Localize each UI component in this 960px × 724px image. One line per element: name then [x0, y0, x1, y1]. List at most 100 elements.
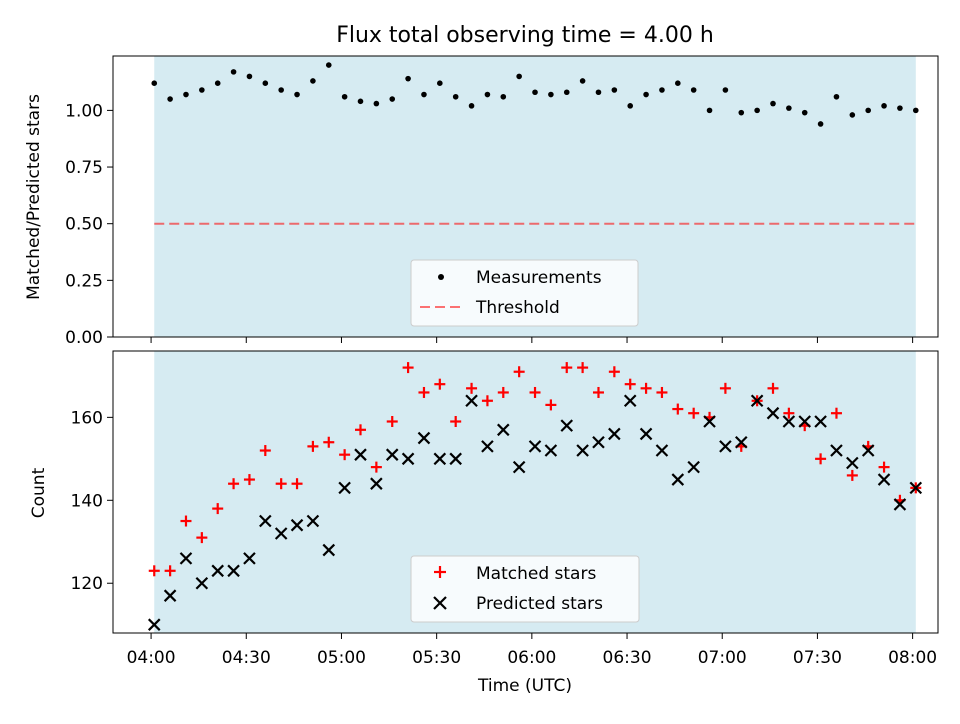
- matched-star-point: [656, 386, 668, 398]
- measurement-point: [817, 121, 824, 127]
- measurement-point: [262, 80, 269, 86]
- count-y-ticks: 120 140 160: [71, 408, 113, 594]
- x-tick-label: 06:30: [603, 648, 652, 668]
- predicted-star-point: [671, 473, 685, 486]
- matched-star-point: [783, 407, 795, 419]
- predicted-star-point: [481, 440, 494, 453]
- matched-star-point: [577, 362, 589, 374]
- measurement-point: [484, 91, 491, 98]
- measurement-point: [722, 87, 729, 93]
- ratio-y-tick-label: 0.75: [65, 158, 103, 178]
- legend-threshold-label: Threshold: [475, 298, 560, 318]
- ratio-x-ticks: [150, 337, 914, 343]
- predicted-star-point: [592, 435, 605, 449]
- matched-star-point: [339, 449, 351, 461]
- matched-star-point: [355, 424, 366, 436]
- legend-matched-marker: [434, 566, 446, 578]
- ratio-axes-frame: [112, 55, 939, 338]
- measurement-point: [325, 62, 332, 68]
- measurement-point: [706, 107, 713, 114]
- count-y-axis-label: Count: [29, 467, 49, 518]
- measurement-point: [786, 105, 792, 111]
- measurement-point: [214, 80, 221, 86]
- measurement-point: [278, 87, 284, 93]
- matched-star-point: [291, 478, 303, 490]
- measurement-point: [452, 93, 459, 100]
- x-tick-label: 07:30: [793, 648, 842, 668]
- predicted-star-point: [877, 473, 891, 486]
- predicted-star-point: [227, 564, 240, 578]
- predicted-star-point: [782, 415, 796, 428]
- measurement-point: [754, 107, 760, 114]
- measurement-point: [690, 87, 697, 93]
- measurement-point: [659, 87, 665, 93]
- measurement-point: [770, 100, 776, 107]
- predicted-star-point: [306, 514, 320, 528]
- ratio-legend-box: [410, 259, 639, 327]
- matched-stars-points: [148, 362, 922, 577]
- measurement-point: [151, 80, 158, 86]
- legend-predicted-marker: [433, 596, 447, 610]
- measurement-points: [151, 62, 919, 127]
- matched-star-point: [846, 469, 858, 481]
- x-axis-label: Time (UTC): [477, 676, 572, 696]
- measurement-point: [849, 112, 856, 118]
- predicted-star-point: [163, 589, 177, 602]
- measurement-point: [675, 80, 681, 86]
- matched-star-point: [608, 366, 620, 378]
- predicted-star-point: [401, 452, 415, 466]
- matched-star-point: [561, 362, 573, 374]
- predicted-star-point: [893, 498, 907, 511]
- matched-star-point: [481, 395, 493, 407]
- matched-star-point: [275, 478, 287, 490]
- matched-star-point: [307, 440, 319, 452]
- predicted-star-point: [687, 460, 700, 474]
- x-tick-label: 05:30: [412, 648, 461, 668]
- matched-star-point: [672, 403, 684, 415]
- count-legend-box: [410, 555, 640, 623]
- measurement-point: [468, 103, 475, 109]
- matched-star-point: [640, 382, 652, 394]
- matched-star-point: [180, 515, 192, 527]
- measurement-point: [500, 93, 507, 100]
- count-y-tick-label: 140: [71, 491, 103, 511]
- count-y-tick-label: 120: [71, 574, 103, 594]
- matched-star-point: [878, 461, 890, 473]
- measurement-point: [912, 107, 919, 114]
- legend-measurements-label: Measurements: [476, 268, 602, 288]
- predicted-star-point: [798, 415, 812, 428]
- measurement-point: [437, 80, 443, 86]
- measurement-point: [183, 91, 189, 98]
- measurement-point: [421, 91, 427, 98]
- ratio-y-tick-label: 0.00: [65, 328, 103, 348]
- predicted-star-point: [576, 444, 589, 457]
- predicted-star-point: [179, 552, 193, 565]
- legend-predicted-label: Predicted stars: [476, 594, 603, 614]
- count-x-ticks: 04:00 04:30 05:00 05:30 06:00 06:30 07:00 07:30…: [127, 633, 937, 668]
- predicted-star-point: [861, 444, 875, 457]
- matched-star-point: [386, 416, 398, 427]
- matched-star-point: [450, 416, 462, 427]
- count-axes-frame: [112, 350, 939, 634]
- measurement-point: [611, 87, 618, 93]
- count-y-tick-label: 160: [71, 408, 103, 428]
- predicted-star-point: [433, 452, 447, 466]
- matched-star-point: [243, 474, 255, 486]
- predicted-star-point: [322, 543, 336, 557]
- measurement-point: [738, 109, 745, 116]
- matched-star-point: [529, 386, 541, 398]
- predicted-star-point: [354, 448, 367, 461]
- ratio-y-tick-label: 0.25: [65, 271, 103, 291]
- matched-star-point: [592, 386, 604, 398]
- ratio-legend: Measurements Threshold: [410, 259, 639, 327]
- count-panel: 120 140 160 04:00 04:30 05:00 05:30 06:00 06:30…: [29, 350, 939, 696]
- predicted-star-point: [512, 460, 526, 474]
- predicted-star-point: [259, 514, 272, 528]
- measurement-point: [865, 107, 871, 114]
- measurement-point: [532, 89, 538, 96]
- predicted-star-point: [243, 552, 256, 565]
- predicted-star-point: [909, 481, 923, 495]
- matched-star-point: [418, 386, 430, 398]
- matched-star-point: [830, 407, 842, 419]
- matched-star-point: [196, 532, 208, 544]
